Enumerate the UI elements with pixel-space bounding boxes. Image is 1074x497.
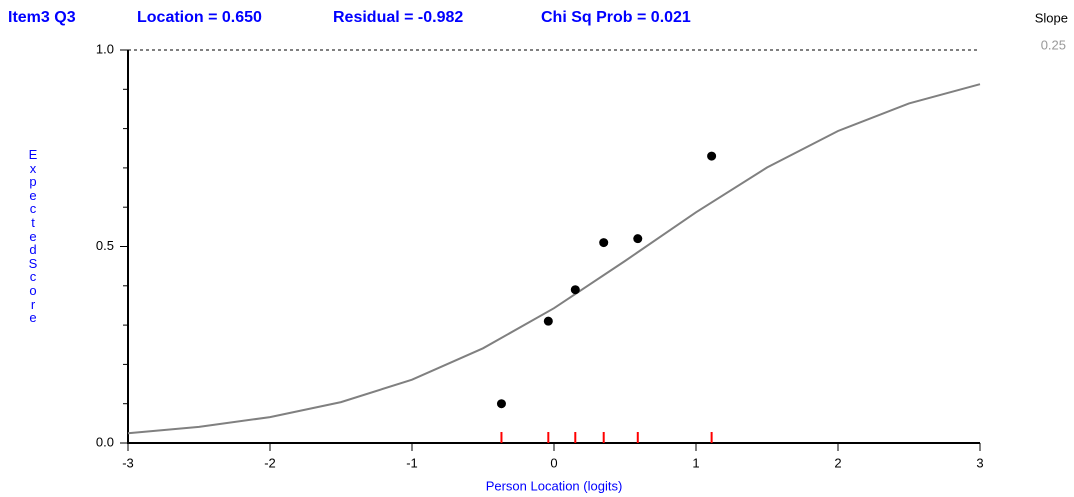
slope-value: 0.25 [1041,37,1066,52]
y-tick-label: 0.5 [96,238,114,253]
x-tick-label: -2 [264,455,276,470]
observed-point [633,234,643,244]
observed-point [496,399,506,409]
x-tick-label: -3 [122,455,134,470]
x-tick-label: -1 [406,455,418,470]
y-axis-label: Expected Score [28,147,38,326]
x-tick-label: 1 [692,455,699,470]
y-tick-label: 1.0 [96,41,114,56]
observed-point [599,238,609,248]
location: Location = 0.650 [137,9,262,26]
x-axis-label: Person Location (logits) [486,478,623,493]
observed-point [543,316,553,326]
expected-curve [127,83,981,435]
x-tick-label: 0 [550,455,557,470]
slope-label: Slope [1035,10,1068,25]
x-tick-label: 2 [834,455,841,470]
observed-point [570,285,580,295]
chi-sq: Chi Sq Prob = 0.021 [541,9,691,26]
y-tick-label: 0.0 [96,434,114,449]
x-tick-label: 3 [976,455,983,470]
item-name: Item3 Q3 [8,9,76,26]
residual: Residual = -0.982 [333,9,463,26]
observed-point [707,151,717,161]
